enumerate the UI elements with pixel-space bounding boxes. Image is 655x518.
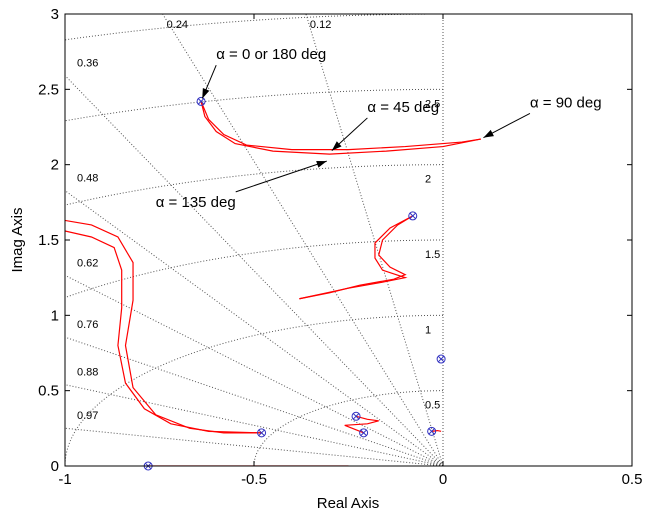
damping-label-0.12: 0.12 (310, 19, 331, 31)
annotation-arrow-head (202, 88, 210, 99)
grid-layer: 0.97 0.88 0.76 0.62 0.48 0.36 0.24 0.12 0.5 1 1.5 2… (65, 14, 444, 466)
locus-branch-2 (200, 101, 481, 151)
annotation-arrow-head (483, 129, 494, 138)
x-tick-label: 0 (439, 471, 447, 488)
damping-label-0.48: 0.48 (77, 173, 98, 185)
pole-zero-marker (351, 411, 361, 421)
damping-line-0.62 (65, 274, 444, 466)
damping-label-0.97: 0.97 (77, 410, 98, 422)
frequency-label-1: 1 (425, 324, 431, 336)
locus-branch-9 (431, 429, 442, 432)
locus-branch-4 (65, 230, 262, 434)
pole-zero-marker (427, 426, 437, 436)
annotation-arrow-shaft (235, 160, 327, 193)
plot-frame (64, 13, 633, 467)
damping-label-0.62: 0.62 (77, 257, 98, 269)
annotation-text: α = 135 deg (156, 194, 236, 211)
frequency-label-2: 2 (425, 174, 431, 186)
pole-zero-marker (196, 96, 206, 106)
damping-line-0.36 (65, 74, 444, 466)
frequency-label-2.5: 2.5 (425, 98, 440, 110)
annotation-arrow-head (316, 160, 327, 168)
frequency-arc-1 (65, 314, 444, 466)
zero-circle (196, 96, 206, 106)
locus-branch-7 (344, 415, 379, 434)
pole-cross-b (258, 429, 265, 437)
pole-zero-marker (408, 211, 418, 221)
y-tick-label: 1 (51, 307, 59, 324)
damping-line-0.76 (65, 336, 444, 466)
pole-zero-marker (257, 428, 267, 438)
damping-line-0.24 (162, 14, 444, 466)
pole-cross-b (197, 98, 205, 105)
frequency-arc-2.5 (65, 88, 444, 122)
frequency-arc-3 (65, 14, 444, 41)
y-tick-label: 0 (51, 458, 59, 475)
pole-cross-b (352, 413, 360, 420)
annotation-text: α = 90 deg (530, 94, 602, 111)
damping-line-0.12 (305, 14, 444, 466)
damping-label-0.24: 0.24 (167, 19, 188, 31)
zero-circle (408, 211, 418, 221)
zero-circle (351, 411, 361, 421)
pole-cross-b (428, 428, 435, 435)
y-tick-label: 1.5 (38, 232, 59, 249)
locus-branch-6 (299, 215, 414, 300)
damping-line-0.97 (65, 427, 444, 466)
damping-label-0.88: 0.88 (77, 367, 98, 379)
marker-layer (143, 96, 446, 471)
y-tick-label: 2 (51, 157, 59, 174)
zero-circle (359, 428, 369, 438)
zero-circle (436, 354, 446, 364)
annotation-text: α = 45 deg (367, 99, 439, 116)
y-tick-label: 3 (51, 6, 59, 23)
series-layer (65, 101, 481, 466)
y-tick-label: 0.5 (38, 383, 59, 400)
axis-layer: -1 -0.5 0 0.5 0 0.5 1 1.5 2 2.5 3 (38, 6, 642, 488)
zero-circle (427, 426, 437, 436)
pole-zero-marker (359, 428, 369, 438)
pole-zero-marker (436, 354, 446, 364)
locus-branch-1 (200, 101, 481, 155)
frequency-label-0.5: 0.5 (425, 400, 440, 412)
pole-cross-b (409, 212, 416, 220)
annotation-layer: α = 0 or 180 deg α = 45 deg α = 90 deg α = … (156, 46, 602, 211)
damping-line-0.88 (65, 384, 444, 466)
annotation-arrow-head (331, 141, 342, 151)
damping-label-0.76: 0.76 (77, 319, 98, 331)
y-tick-label: 2.5 (38, 81, 59, 98)
x-axis-title: Real Axis (317, 495, 380, 512)
frequency-arc-0.5 (253, 390, 444, 466)
y-axis-title: Imag Axis (9, 207, 26, 272)
pole-cross-b (360, 429, 367, 437)
x-tick-label: -1 (58, 471, 71, 488)
frequency-label-1.5: 1.5 (425, 249, 440, 261)
annotation-text: α = 0 or 180 deg (216, 46, 326, 63)
pole-cross-b (437, 355, 445, 363)
x-tick-label: -0.5 (241, 471, 267, 488)
damping-label-0.36: 0.36 (77, 58, 98, 70)
damping-line-0.48 (65, 190, 444, 466)
frequency-arc-1.5 (65, 239, 444, 299)
zero-circle (257, 428, 267, 438)
x-tick-label: 0.5 (622, 471, 643, 488)
